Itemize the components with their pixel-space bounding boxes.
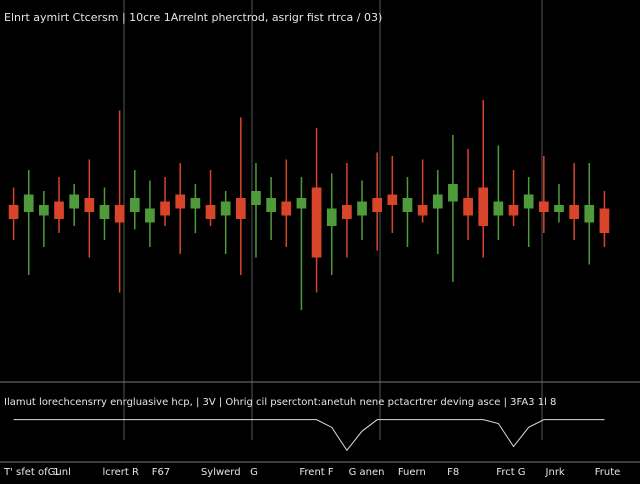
footer-label: Fuern [398, 467, 426, 478]
footer-label: F67 [152, 467, 170, 478]
candle-body [311, 187, 322, 258]
candle-body [145, 208, 155, 223]
candle-body [599, 208, 610, 233]
footer-label: lcrert R [102, 467, 139, 478]
candle-body [569, 205, 579, 219]
candle-body [387, 194, 398, 205]
candle-body [235, 198, 246, 219]
candle-body [160, 201, 170, 216]
footer-label: Sylwerd [201, 467, 241, 478]
vertical-gridlines [123, 0, 543, 440]
candle-body [266, 198, 276, 212]
candle-body [342, 205, 352, 219]
candle-body [478, 187, 489, 226]
candle-body [463, 198, 473, 216]
candle-body [251, 191, 261, 205]
candle-body [175, 194, 186, 209]
candle-body [281, 201, 292, 216]
candle-body [190, 198, 201, 209]
footer-label: Frent F [299, 467, 334, 478]
candle-body [99, 205, 110, 219]
candle-body [432, 194, 443, 209]
candle-body [8, 205, 19, 219]
footer-label: F8 [447, 467, 459, 478]
candle-body [508, 205, 519, 216]
footer-label: Jnrk [545, 467, 565, 478]
candle-body [493, 201, 504, 216]
candle-body [372, 198, 383, 212]
candle-body [84, 198, 95, 212]
candle-body [69, 194, 80, 209]
candle-body [554, 205, 564, 212]
chart-title: Elnrt aymirt Ctcersm | 10cre 1Arrelnt ph… [4, 11, 382, 24]
footer-label: T' sfet ofGunl [3, 467, 71, 478]
footer-label: G [250, 467, 258, 478]
candle-body [54, 201, 64, 219]
candle-body [523, 194, 534, 209]
footer-label: Frute [595, 467, 621, 478]
candle-body [114, 205, 125, 223]
candle-body [220, 201, 231, 216]
indicator-line [13, 419, 605, 452]
candle-body [417, 205, 428, 216]
footer-label: Frct G [496, 467, 525, 478]
candle-body [39, 205, 49, 216]
candle-body [402, 198, 413, 212]
candle-body [129, 198, 140, 212]
footer-label: G anen [349, 467, 385, 478]
footer-label: 1 [53, 467, 59, 478]
candle-body [357, 201, 367, 216]
panel-label: Ilamut lorechcensrry enrgluasive hcp, | … [4, 397, 556, 408]
candle-body [584, 205, 595, 223]
candle-body [326, 208, 337, 226]
candle-body [448, 184, 458, 202]
candle-body [296, 198, 307, 209]
candle-body [23, 194, 34, 212]
candle-body [205, 205, 216, 219]
candle-body [538, 201, 549, 212]
